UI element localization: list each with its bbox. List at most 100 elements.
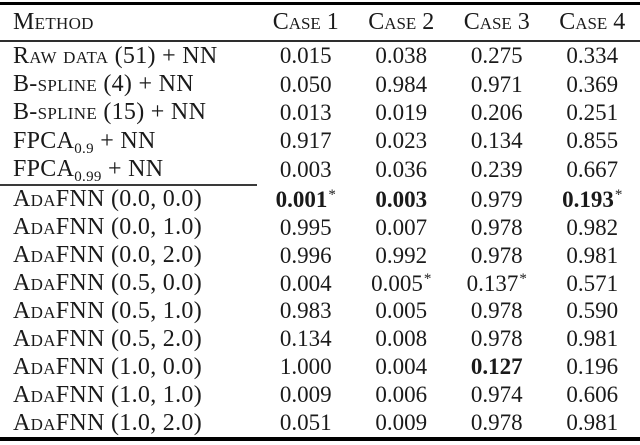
method-label: FPCA [13, 127, 75, 154]
table-bottom-rule [0, 436, 640, 441]
metric-value: 0.051 [279, 410, 332, 436]
column-header-case1: Case 1 [272, 9, 339, 35]
method-label: FPCA [13, 156, 75, 183]
method-cell: FPCA0.99 + NN [0, 156, 258, 186]
value-cell: 0.978 [449, 326, 545, 352]
value-cell: 0.239 [449, 157, 545, 183]
metric-value: 0.038 [375, 43, 428, 69]
value-cell: 0.917 [258, 128, 354, 154]
value-cell: 0.334 [545, 43, 640, 69]
value-cell: 0.003 [354, 187, 450, 213]
metric-value: 0.983 [279, 298, 332, 324]
table-row: AdaFNN (1.0, 2.0) 0.051 0.009 0.978 0.981 [0, 409, 640, 437]
significance-star: * [614, 186, 623, 203]
metric-value: 0.050 [279, 71, 332, 97]
value-cell: 0.369 [545, 72, 640, 98]
value-cell: 0.996 [258, 243, 354, 269]
method-label: AdaFNN (0.0, 0.0) [13, 186, 202, 213]
metric-value: 0.009 [279, 382, 332, 408]
metric-value: 0.917 [279, 128, 332, 154]
value-cell: 0.137* [449, 271, 545, 297]
method-label: AdaFNN (1.0, 0.0) [13, 353, 202, 380]
value-cell: 0.050 [258, 72, 354, 98]
column-header-case4: Case 4 [559, 9, 626, 35]
method-cell: B-spline (15) + NN [0, 99, 258, 126]
value-cell: 0.007 [354, 215, 450, 241]
method-subscript: 0.99 [74, 169, 102, 186]
table-row: AdaFNN (0.5, 0.0) 0.004 0.005* 0.137* 0.571 [0, 270, 640, 298]
table-row: B-spline (15) + NN 0.013 0.019 0.206 0.251 [0, 99, 640, 127]
metric-value: 0.982 [566, 214, 619, 240]
metric-value: 0.015 [279, 43, 332, 69]
method-label: AdaFNN (0.5, 0.0) [13, 270, 202, 297]
metric-value: 0.590 [566, 298, 619, 324]
value-cell: 0.009 [354, 410, 450, 436]
metric-value: 0.239 [470, 156, 523, 182]
metric-value: 0.995 [279, 214, 332, 240]
metric-value: 0.369 [566, 71, 619, 97]
method-label: AdaFNN (1.0, 1.0) [13, 381, 202, 408]
value-cell: 0.019 [354, 100, 450, 126]
metric-value: 0.005 [375, 298, 428, 324]
method-label: + NN [93, 127, 156, 154]
method-cell: AdaFNN (0.0, 2.0) [0, 242, 258, 269]
value-cell: 0.051 [258, 410, 354, 436]
metric-value: 0.127 [470, 354, 523, 380]
method-label: AdaFNN (0.5, 1.0) [13, 297, 202, 324]
metric-value: 0.251 [566, 99, 619, 125]
metric-value: 0.001 [275, 186, 328, 212]
value-cell: 0.005* [354, 271, 450, 297]
significance-star: * [519, 270, 527, 287]
value-cell: 0.023 [354, 128, 450, 154]
value-cell: 0.015 [258, 43, 354, 69]
method-cell: AdaFNN (0.5, 0.0) [0, 270, 258, 297]
column-header-case2: Case 2 [368, 9, 435, 35]
value-cell: 0.275 [449, 43, 545, 69]
method-label: Raw data (51) + NN [13, 42, 218, 69]
metric-value: 1.000 [279, 354, 332, 380]
value-cell: 0.004 [258, 271, 354, 297]
value-cell: 0.606 [545, 382, 640, 408]
method-label: AdaFNN (1.0, 2.0) [13, 409, 202, 436]
value-cell: 0.981 [545, 410, 640, 436]
metric-value: 0.992 [375, 242, 428, 268]
value-cell: 0.206 [449, 100, 545, 126]
metric-value: 0.979 [470, 186, 523, 212]
metric-value: 0.981 [566, 242, 619, 268]
table-row: AdaFNN (1.0, 1.0) 0.009 0.006 0.974 0.606 [0, 381, 640, 409]
value-cell: 0.971 [449, 72, 545, 98]
significance-star: * [328, 186, 336, 203]
method-cell: AdaFNN (1.0, 0.0) [0, 354, 258, 381]
metric-value: 0.196 [566, 354, 619, 380]
method-label: AdaFNN (0.5, 2.0) [13, 325, 202, 352]
value-cell: 0.992 [354, 243, 450, 269]
value-cell: 0.978 [449, 215, 545, 241]
method-cell: FPCA0.9 + NN [0, 127, 258, 157]
metric-value: 0.004 [279, 270, 332, 296]
value-cell: 0.009 [258, 382, 354, 408]
metric-value: 0.036 [375, 156, 428, 182]
metric-value: 0.981 [566, 326, 619, 352]
method-cell: AdaFNN (0.5, 1.0) [0, 298, 258, 325]
value-cell: 0.590 [545, 298, 640, 324]
method-cell: Raw data (51) + NN [0, 43, 258, 70]
value-cell: 0.984 [354, 72, 450, 98]
value-cell: 0.196 [545, 354, 640, 380]
column-header-case3: Case 3 [463, 9, 530, 35]
value-cell: 0.127 [449, 354, 545, 380]
table-header-row: Method Case 1 Case 2 Case 3 Case 4 [0, 5, 640, 40]
metric-value: 0.981 [566, 410, 619, 436]
value-cell: 0.983 [258, 298, 354, 324]
group-separator-rule [0, 183, 257, 186]
value-cell: 0.005 [354, 298, 450, 324]
method-cell: AdaFNN (0.0, 0.0) [0, 186, 258, 213]
table-row: AdaFNN (0.5, 2.0) 0.134 0.008 0.978 0.981 [0, 325, 640, 353]
metric-value: 0.206 [470, 99, 523, 125]
metric-value: 0.008 [375, 326, 428, 352]
value-cell: 0.001* [258, 187, 354, 213]
value-cell: 0.571 [545, 271, 640, 297]
table-row: AdaFNN (0.0, 2.0) 0.996 0.992 0.978 0.981 [0, 242, 640, 270]
significance-star: * [423, 270, 432, 287]
metric-value: 0.971 [470, 71, 523, 97]
value-cell: 0.038 [354, 43, 450, 69]
